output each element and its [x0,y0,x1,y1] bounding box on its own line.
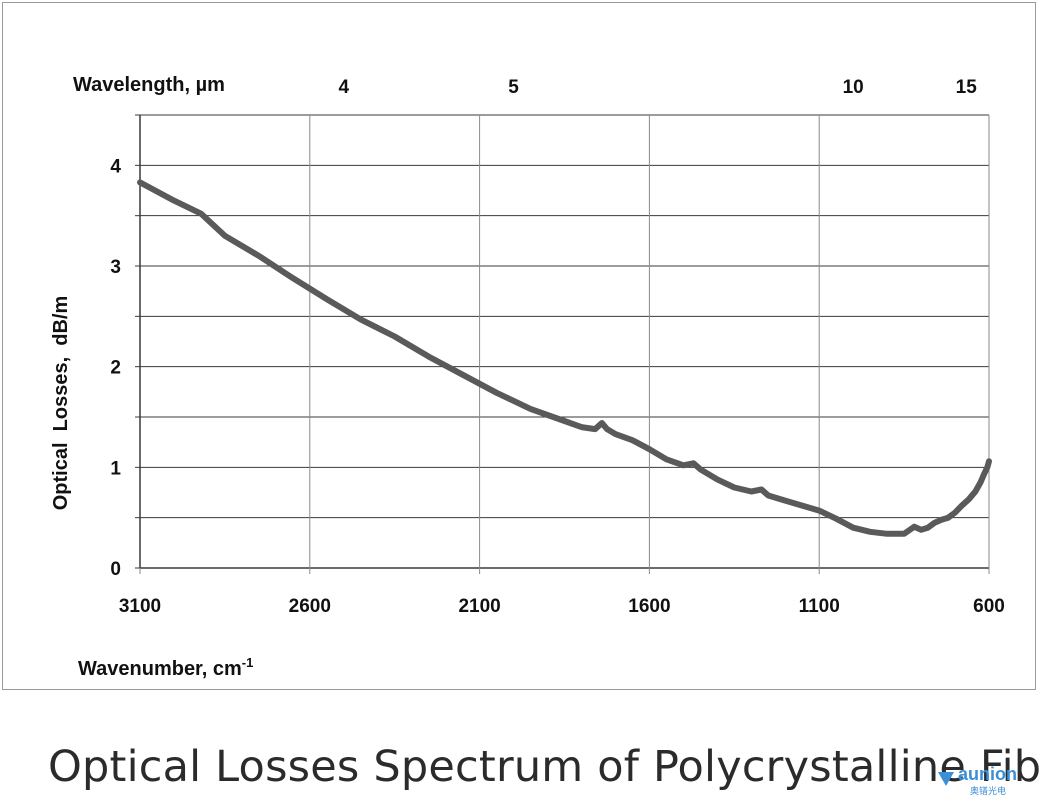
y-tick-label: 3 [110,257,121,278]
y-tick-label: 1 [110,458,121,479]
x-tick-label: 1600 [628,596,670,617]
top-tick-label: 15 [956,77,978,98]
logo-subtext: 奥镨光电 [970,787,1007,797]
x-tick-label: 600 [973,596,1005,617]
bottom-axis-title-text: Wavenumber, cm [78,658,242,680]
y-axis-title: Optical Losses, dB/m [50,296,72,511]
x-tick-label: 1100 [799,596,840,617]
y-tick-label: 2 [110,358,121,379]
chart-frame: 3100 2600 2100 1600 1100 600 0 1 2 3 4 4 5 10 15 Wavel… [2,2,1036,690]
y-tick-label: 0 [110,559,121,580]
top-tick-label: 4 [338,77,349,98]
tick-labels: 3100 2600 2100 1600 1100 600 0 1 2 3 4 4 5 10 15 [110,77,1004,617]
top-axis-title: Wavelength, µm [73,74,225,96]
x-tick-label: 2100 [458,596,500,617]
logo-text: aunion [958,764,1017,784]
logo-mark-icon [938,772,954,786]
bottom-axis-title-sup: -1 [242,655,254,670]
company-logo: aunion 奥镨光电 [934,764,1034,800]
top-tick-label: 10 [843,77,864,98]
chart-title: Optical Losses Spectrum of Polycrystalli… [48,742,1040,792]
x-tick-label: 3100 [119,596,161,617]
top-tick-label: 5 [508,77,519,98]
bottom-axis-title: Wavenumber, cm-1 [78,655,253,680]
series-line [137,179,992,537]
chart-svg: 3100 2600 2100 1600 1100 600 0 1 2 3 4 4 5 10 15 Wavel… [50,74,1005,680]
y-tick-label: 4 [110,156,121,177]
x-tick-label: 2600 [289,596,331,617]
grid [135,114,990,574]
